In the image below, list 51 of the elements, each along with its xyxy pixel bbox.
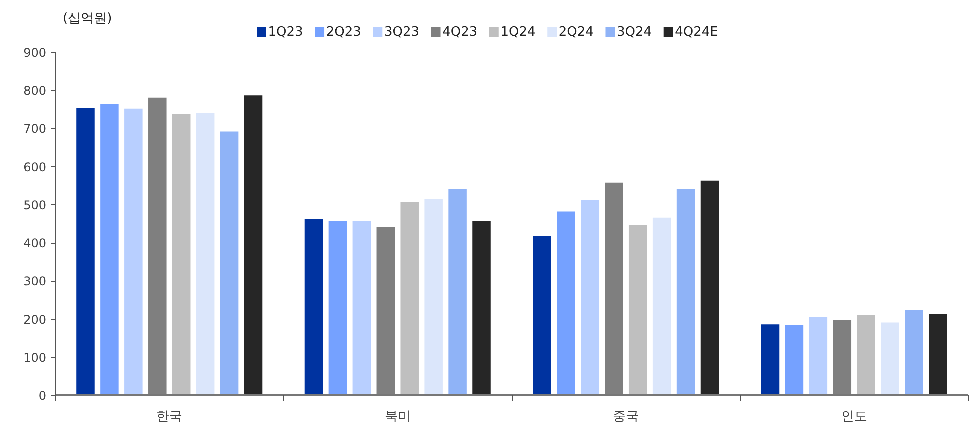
y-tick-label: 100 xyxy=(24,350,46,365)
y-tick-label: 600 xyxy=(24,160,46,174)
y-tick-label: 500 xyxy=(24,198,46,212)
bar xyxy=(220,132,239,396)
bar xyxy=(557,212,576,396)
bar xyxy=(905,310,924,396)
legend-label: 3Q24 xyxy=(616,25,652,40)
bar xyxy=(424,199,443,396)
bar xyxy=(244,96,263,396)
y-tick-label: 0 xyxy=(38,389,47,403)
x-tick-label: 북미 xyxy=(384,410,411,424)
bar xyxy=(881,322,900,396)
y-tick-label: 800 xyxy=(24,84,46,98)
bar xyxy=(124,108,143,396)
legend-label: 1Q24 xyxy=(500,25,536,40)
bar xyxy=(328,220,348,396)
legend-label: 2Q23 xyxy=(326,25,362,40)
bar xyxy=(809,317,828,396)
bar xyxy=(652,218,672,396)
bar xyxy=(352,220,372,396)
bar xyxy=(761,324,780,396)
legend-label: 4Q24E xyxy=(675,25,718,40)
x-tick-label: 인도 xyxy=(841,410,868,424)
bar xyxy=(700,180,720,396)
bar xyxy=(472,220,491,396)
bar xyxy=(100,104,119,396)
bar xyxy=(628,225,648,396)
bar xyxy=(857,315,876,396)
bar xyxy=(172,114,191,396)
bar xyxy=(76,108,95,396)
bar xyxy=(929,314,948,396)
y-tick-label: 700 xyxy=(24,122,46,136)
legend-label: 3Q23 xyxy=(384,25,420,40)
bar xyxy=(676,188,696,396)
legend-label: 1Q23 xyxy=(268,25,304,40)
legend-label: 2Q24 xyxy=(558,25,594,40)
bar xyxy=(304,219,324,396)
y-axis-title: (십억원) xyxy=(63,12,112,26)
bar xyxy=(785,325,804,396)
y-tick-label: 900 xyxy=(24,46,46,60)
x-tick-label: 한국 xyxy=(156,410,183,424)
legend-label: 4Q23 xyxy=(442,25,478,40)
bar xyxy=(196,113,215,396)
bar xyxy=(400,202,419,396)
y-tick-label: 300 xyxy=(24,274,46,289)
bar xyxy=(581,200,600,396)
x-tick-label: 중국 xyxy=(613,410,640,424)
bar xyxy=(448,188,467,396)
bar xyxy=(533,236,552,396)
y-tick-label: 400 xyxy=(24,236,46,251)
y-tick-label: 200 xyxy=(24,312,46,327)
